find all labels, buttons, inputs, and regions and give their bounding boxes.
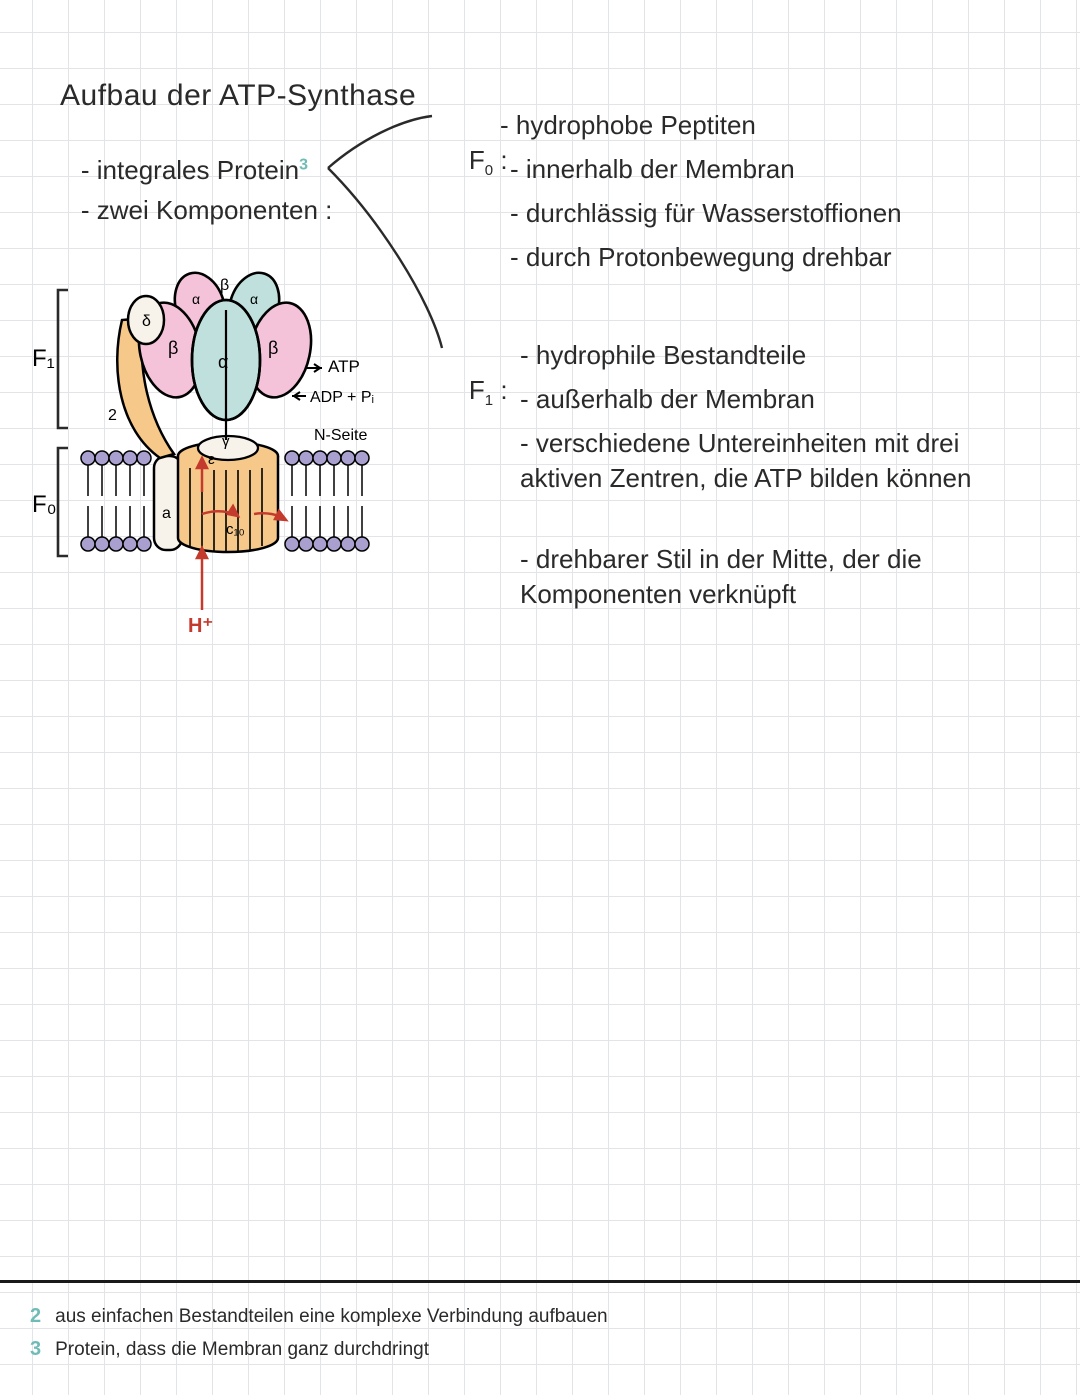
bracket-f1-label: F₁ <box>32 345 55 372</box>
svg-text:c₁₀: c₁₀ <box>226 521 245 538</box>
bracket-f0-label: F₀ <box>32 491 57 518</box>
f1-item-2-text: außerhalb der Membran <box>536 384 815 414</box>
footnote-2-num: 2 <box>30 1305 41 1328</box>
label-atp: ATP <box>328 357 360 376</box>
f0-item-1: - hydrophobe Peptiten <box>500 108 756 143</box>
footnotes: 2 aus einfachen Bestandteilen eine kompl… <box>0 1280 1080 1395</box>
f0-item-2: - innerhalb der Membran <box>510 152 795 187</box>
f0-heading: F0 : <box>440 108 508 217</box>
f1-item-3: - verschiedene Untereinheiten mit drei a… <box>520 426 1040 496</box>
footnote-3-text: Protein, dass die Membran ganz durchdrin… <box>55 1339 429 1361</box>
f0-item-3: - durchlässig für Wasserstoffionen <box>510 196 902 231</box>
svg-text:a: a <box>162 505 171 522</box>
footnote-3-num: 3 <box>30 1338 41 1361</box>
f0-item-4: - durch Protonbewegung drehbar <box>510 240 892 275</box>
label-beta-r: β <box>268 338 278 358</box>
label-delta: δ <box>142 313 151 330</box>
footnote-2-text: aus einfachen Bestandteilen eine komplex… <box>55 1306 607 1328</box>
footnote-2: 2 aus einfachen Bestandteilen eine kompl… <box>30 1305 1050 1328</box>
f1-sub: 1 <box>485 392 493 409</box>
label-adp: ADP + Pᵢ <box>310 389 374 406</box>
label-2: 2 <box>108 407 117 424</box>
f1-item-2: - außerhalb der Membran <box>520 382 815 417</box>
f1-item-1-text: hydrophile Bestandteile <box>536 340 806 370</box>
label-beta-top: β <box>220 277 229 294</box>
label-hplus: H⁺ <box>188 615 213 637</box>
f1-colon: : <box>493 375 507 405</box>
svg-text:ε: ε <box>208 451 215 468</box>
f1-item-3-text: verschiedene Untereinheiten mit drei akt… <box>520 428 971 493</box>
page: Aufbau der ATP-Synthase - integrales Pro… <box>0 0 1080 1395</box>
label-nside: N-Seite <box>314 427 367 444</box>
f0-item-2-text: innerhalb der Membran <box>526 154 795 184</box>
bullet-left-2: - zwei Komponenten : <box>52 158 332 263</box>
f0-letter: F <box>469 145 485 175</box>
footnote-3: 3 Protein, dass die Membran ganz durchdr… <box>30 1338 1050 1361</box>
f1-heading: F1 : <box>440 338 508 447</box>
label-beta-l: β <box>168 338 178 358</box>
f0-item-4-text: durch Protonbewegung drehbar <box>526 242 892 272</box>
f0-item-1-text: hydrophobe Peptiten <box>516 110 756 140</box>
f1-item-4-text: drehbarer Stil in der Mitte, der die Kom… <box>520 544 922 609</box>
label-alpha-tl: α <box>192 291 200 307</box>
f0-sub: 0 <box>485 162 493 179</box>
atp-synthase-diagram: F₁ F₀ <box>10 260 410 660</box>
label-alpha-tr: α <box>250 291 258 307</box>
f1-letter: F <box>469 375 485 405</box>
f0-item-3-text: durchlässig für Wasserstoffionen <box>526 198 902 228</box>
bullet-left-2-text: zwei Komponenten : <box>97 195 333 225</box>
label-alpha-c: α <box>218 352 228 372</box>
f1-item-4: - drehbarer Stil in der Mitte, der die K… <box>520 542 1040 612</box>
f0-colon: : <box>493 145 507 175</box>
f1-item-1: - hydrophile Bestandteile <box>520 338 806 373</box>
